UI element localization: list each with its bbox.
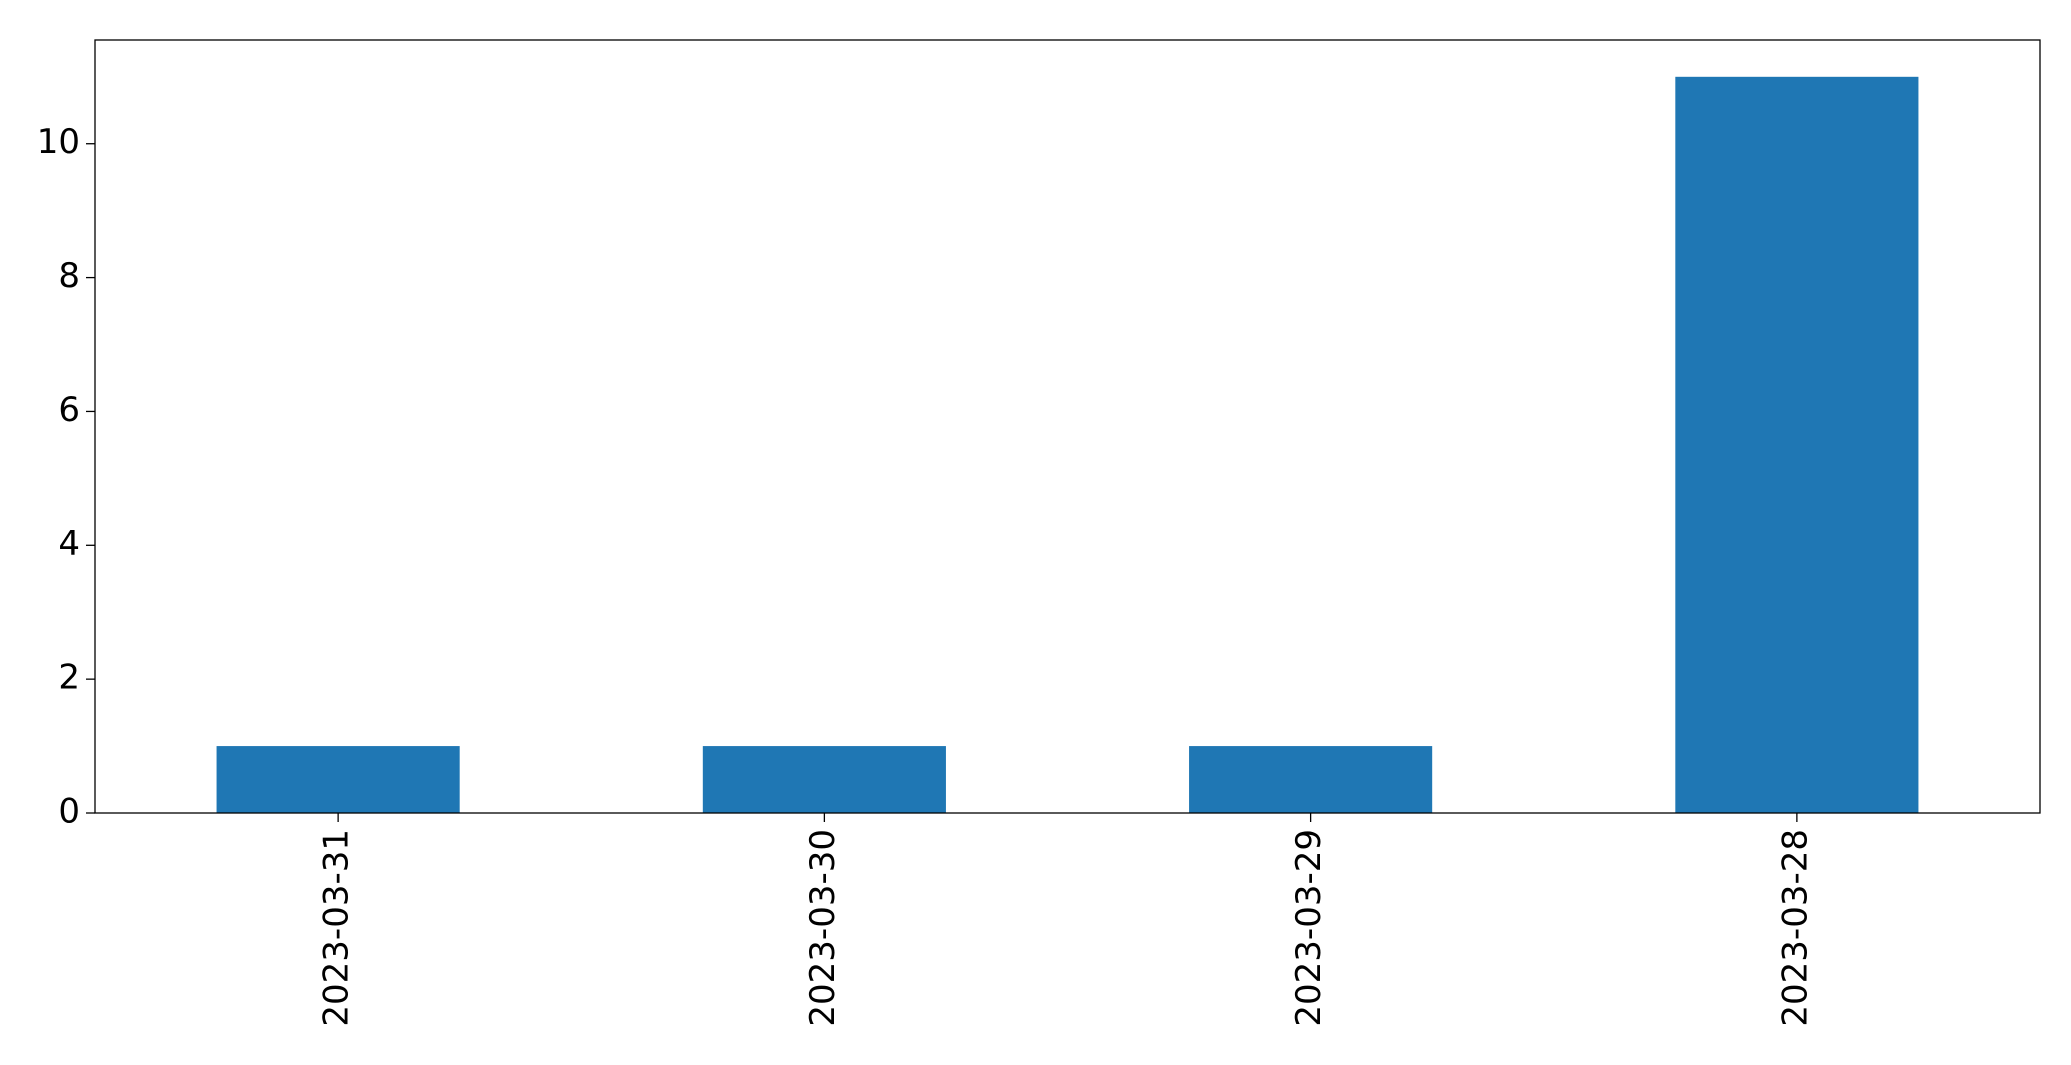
y-tick-label: 6 bbox=[58, 390, 80, 430]
bar-2023-03-31 bbox=[216, 746, 460, 813]
bars-group bbox=[216, 76, 1919, 814]
y-tick-label: 0 bbox=[58, 792, 80, 832]
bar-2023-03-28 bbox=[1675, 76, 1919, 814]
y-tick-label: 2 bbox=[58, 658, 80, 698]
bar-2023-03-30 bbox=[702, 746, 946, 813]
bar-2023-03-29 bbox=[1189, 746, 1433, 813]
plot-frame bbox=[94, 39, 2041, 814]
x-tick-label: 2023-03-31 bbox=[317, 829, 357, 1027]
x-tick-label: 2023-03-28 bbox=[1775, 829, 1815, 1027]
y-tick-label: 10 bbox=[37, 122, 80, 162]
x-tick-label: 2023-03-30 bbox=[803, 829, 843, 1027]
y-tick-label: 4 bbox=[58, 524, 80, 564]
y-axis: 0 2 4 6 8 10 bbox=[37, 122, 95, 832]
y-tick-label: 8 bbox=[58, 256, 80, 296]
x-axis: 2023-03-31 2023-03-30 2023-03-29 2023-03-28 bbox=[317, 813, 1815, 1027]
x-tick-label: 2023-03-29 bbox=[1289, 829, 1329, 1027]
